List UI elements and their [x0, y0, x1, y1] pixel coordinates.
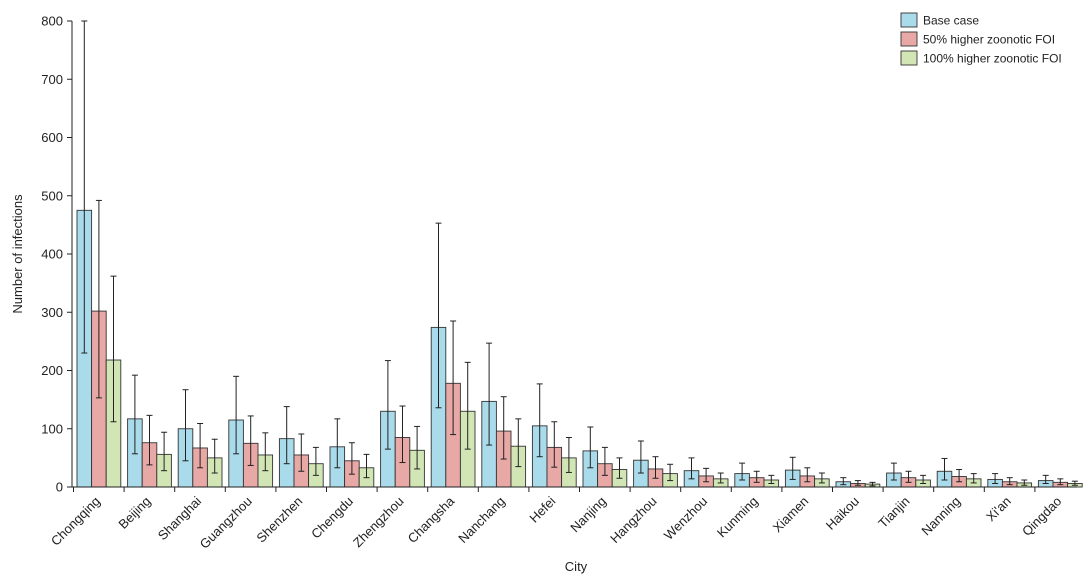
error-bars-layer: [81, 20, 1078, 487]
y-tick-label: 700: [41, 72, 63, 87]
x-tick-label-shanghai: Shanghai: [155, 493, 205, 543]
x-ticks-layer: Chongqing Beijing ShanghaiGuangzhouShenzhe…: [48, 487, 1064, 552]
legend-label-2: 50% higher zoonotic FOI: [923, 33, 1055, 47]
y-tick-label: 500: [41, 188, 63, 203]
legend-swatch-1: [900, 12, 918, 28]
y-ticks-layer: 0 100 200 300 400 500 600 700 800: [41, 14, 72, 495]
y-tick-label: 600: [41, 130, 63, 145]
axes-layer: [71, 21, 1077, 488]
x-axis-title: City: [565, 559, 588, 574]
y-tick-label: 200: [41, 363, 63, 378]
y-tick-label: 300: [41, 305, 63, 320]
bars-layer: [76, 209, 1083, 488]
x-tick-label-zhengzhou: Zhengzhou: [350, 494, 407, 551]
legend-label-1: Base case: [923, 14, 979, 28]
legend-label-3: 100% higher zoonotic FOI: [923, 52, 1062, 66]
x-tick-label-guangzhou: Guangzhou: [197, 494, 255, 552]
legend: Base case 50% higher zoonotic FOI 100% hig…: [900, 12, 1062, 66]
y-tick-label: 0: [56, 480, 63, 495]
y-tick-label: 800: [41, 14, 63, 29]
x-tick-label-qingdao: Qingdao: [1019, 494, 1064, 539]
x-tick-label-xian: Xi'an: [983, 494, 1014, 525]
x-tick-label-kunming: Kunming: [714, 494, 761, 541]
x-tick-label-wenzhou: Wenzhou: [661, 494, 710, 543]
x-tick-label-nanjing: Nanjing: [567, 494, 609, 536]
x-tick-label-xiamen: Xiamen: [770, 494, 812, 536]
x-tick-label-chengdu: Chengdu: [308, 494, 356, 542]
x-tick-label-shenzhen: Shenzhen: [253, 494, 305, 546]
y-axis-title: Number of infections: [10, 194, 25, 314]
x-tick-label-chongqing: Chongqing: [48, 494, 103, 549]
legend-swatch-2: [900, 31, 918, 47]
x-tick-label-tianjin: Tianjin: [875, 494, 912, 531]
x-tick-label-changsha: Changsha: [405, 493, 458, 546]
x-tick-label-hefei: Hefei: [526, 493, 558, 525]
x-tick-label-nanchang: Nanchang: [455, 494, 508, 547]
x-tick-label-haikou: Haikou: [823, 494, 862, 533]
x-tick-label-nanning: Nanning: [918, 494, 963, 539]
x-tick-label-hangzhou: Hangzhou: [607, 494, 660, 547]
y-tick-label: 100: [41, 421, 63, 436]
y-tick-label: 400: [41, 247, 63, 262]
x-tick-label-beijing: Beijing: [115, 494, 153, 532]
legend-swatch-3: [900, 50, 918, 66]
